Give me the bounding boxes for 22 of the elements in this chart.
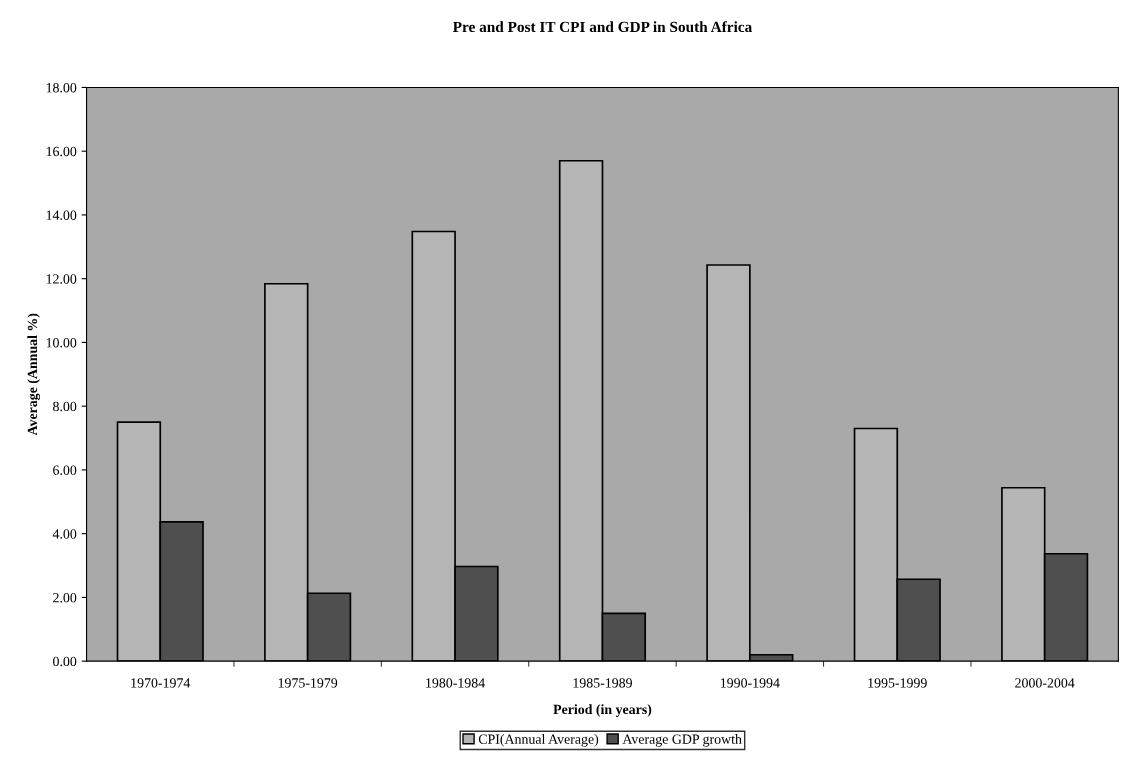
x-tick-label: 2000-2004 [1015, 678, 1075, 688]
y-tick-label: 14.00 [46, 210, 77, 220]
legend-label: CPI(Annual Average) [478, 734, 599, 747]
x-tick-label: 1970-1974 [131, 678, 191, 688]
x-tick-label: 1975-1979 [278, 678, 338, 688]
y-tick-label: 2.00 [53, 592, 77, 603]
x-tick-label: 1985-1989 [573, 678, 632, 688]
chart-title: Pre and Post IT CPI and GDP in South Africa [452, 21, 753, 33]
legend-label: Average GDP growth [622, 734, 742, 747]
x-axis-title: Period (in years) [553, 704, 652, 717]
y-tick-label: 0.00 [53, 656, 77, 667]
y-axis-title: Average (Annual %) [27, 313, 41, 436]
y-tick-label: 10.00 [46, 338, 77, 348]
y-tick-label: 12.00 [46, 274, 77, 284]
x-tick-label: 1980-1984 [426, 678, 485, 688]
y-tick-label: 8.00 [53, 401, 77, 412]
y-tick-label: 18.00 [46, 83, 77, 93]
y-tick-label: 16.00 [46, 146, 77, 157]
y-tick-label: 4.00 [52, 529, 77, 539]
x-tick-label: 1990-1994 [721, 678, 780, 688]
y-tick-label: 6.00 [53, 465, 77, 475]
x-tick-label: 1995-1999 [868, 678, 927, 688]
